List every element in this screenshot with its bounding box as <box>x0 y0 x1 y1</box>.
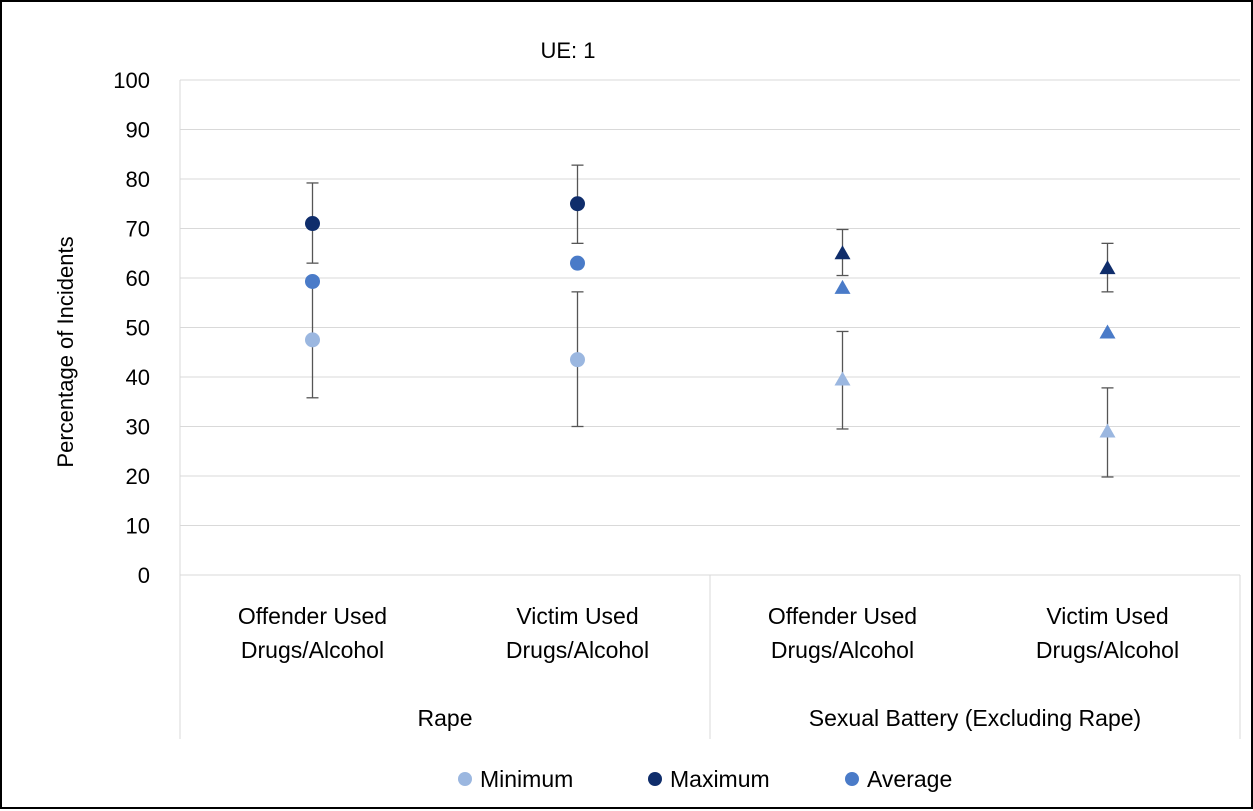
y-tick-label: 0 <box>138 563 150 588</box>
data-points <box>305 196 1116 438</box>
category-label-line: Drugs/Alcohol <box>771 637 914 663</box>
y-tick-label: 30 <box>126 415 150 440</box>
x-axis-category-labels: Offender Used Drugs/Alcohol Victim Used Dru… <box>238 603 1179 731</box>
category-label-line: Offender Used <box>238 603 387 629</box>
data-point-maximum <box>570 196 585 212</box>
legend-marker <box>648 772 662 786</box>
legend-label: Minimum <box>480 766 573 792</box>
category-label-line: Offender Used <box>768 603 917 629</box>
category-label-line: Victim Used <box>516 603 638 629</box>
legend-marker <box>845 772 859 786</box>
legend: Minimum Maximum Average <box>458 766 952 792</box>
category-label-line: Victim Used <box>1046 603 1168 629</box>
y-tick-label: 50 <box>126 316 150 341</box>
data-point-average <box>1099 324 1116 339</box>
data-point-average <box>305 273 320 289</box>
y-tick-label: 90 <box>126 118 150 143</box>
y-tick-label: 100 <box>113 68 150 93</box>
y-tick-label: 80 <box>126 167 150 192</box>
chart-title: UE: 1 <box>540 38 595 63</box>
data-point-minimum <box>1099 423 1116 438</box>
error-bars <box>306 164 1114 478</box>
data-point-average <box>570 255 585 271</box>
y-axis-tick-labels: 0 10 20 30 40 50 60 70 80 90 100 <box>113 68 150 588</box>
y-tick-label: 40 <box>126 365 150 390</box>
group-label: Sexual Battery (Excluding Rape) <box>809 705 1141 731</box>
legend-marker <box>458 772 472 786</box>
legend-label: Average <box>867 766 952 792</box>
y-tick-label: 70 <box>126 217 150 242</box>
data-point-minimum <box>834 371 851 386</box>
y-axis-title: Percentage of Incidents <box>53 236 78 467</box>
category-label-line: Drugs/Alcohol <box>506 637 649 663</box>
data-point-maximum <box>1099 260 1116 275</box>
legend-item-minimum: Minimum <box>458 766 573 792</box>
data-point-minimum <box>305 332 320 348</box>
category-label-line: Drugs/Alcohol <box>241 637 384 663</box>
group-label: Rape <box>418 705 473 731</box>
legend-item-average: Average <box>845 766 952 792</box>
data-point-maximum <box>834 245 851 260</box>
grid-lines <box>179 79 1241 739</box>
y-tick-label: 60 <box>126 266 150 291</box>
category-label-line: Drugs/Alcohol <box>1036 637 1179 663</box>
legend-label: Maximum <box>670 766 770 792</box>
y-tick-label: 20 <box>126 464 150 489</box>
data-point-average <box>834 279 851 294</box>
y-tick-label: 10 <box>126 514 150 539</box>
data-point-maximum <box>305 216 320 232</box>
data-point-minimum <box>570 352 585 368</box>
legend-item-maximum: Maximum <box>648 766 770 792</box>
